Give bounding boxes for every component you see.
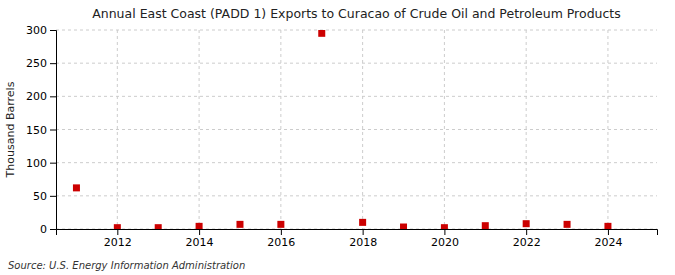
x-axis-tick-mark	[444, 229, 445, 235]
points	[73, 30, 611, 229]
x-axis-tick-label: 2020	[431, 236, 459, 249]
square-marker	[441, 224, 448, 229]
square-marker	[277, 221, 284, 228]
square-marker	[564, 221, 571, 228]
square-marker	[604, 223, 611, 229]
y-axis-tick-mark	[50, 163, 56, 164]
x-axis: 2012 2014 2016 2018 2020 2022 2024	[57, 229, 658, 249]
y-axis-tick: 50	[33, 190, 56, 203]
y-axis-tick: 250	[26, 57, 56, 70]
x-axis-tick: 2018	[349, 229, 377, 249]
y-axis-tick: 200	[26, 90, 56, 103]
square-marker	[359, 219, 366, 226]
x-axis-tick-label: 2018	[349, 236, 377, 249]
y-axis-tick-mark	[50, 96, 56, 97]
y-axis-tick-mark	[50, 30, 56, 31]
x-axis-line	[57, 230, 658, 236]
x-axis-tick-mark	[199, 229, 200, 235]
grid-line	[56, 63, 657, 64]
y-axis-tick-label: 150	[26, 124, 47, 137]
grid-line	[56, 162, 657, 163]
plot: 2012 2014 2016 2018 2020 2022 2024 0 50 100 150 200…	[26, 24, 658, 249]
y-axis-tick-mark	[50, 130, 56, 131]
x-axis-tick-mark	[281, 229, 282, 235]
square-marker	[523, 220, 530, 227]
grid-line	[199, 30, 200, 229]
y-axis-tick-label: 50	[33, 190, 47, 203]
x-axis-tick: 2014	[186, 229, 214, 249]
grid-line	[56, 129, 657, 130]
square-marker	[482, 222, 489, 229]
square-marker	[114, 224, 121, 229]
square-marker	[196, 223, 203, 229]
grid-line	[56, 30, 657, 31]
x-axis-tick-label: 2024	[594, 236, 622, 249]
x-axis-tick: 2024	[594, 229, 622, 249]
chart: 2012 2014 2016 2018 2020 2022 2024 0 50 100 150 200…	[0, 0, 675, 275]
y-axis-tick: 100	[26, 157, 56, 170]
x-axis-tick-label: 2014	[186, 236, 214, 249]
y-axis-tick: 0	[40, 223, 56, 236]
square-marker	[73, 184, 80, 191]
y-axis-tick-mark	[50, 63, 56, 64]
x-axis-tick: 2012	[104, 229, 132, 249]
y-axis-tick-label: 100	[26, 157, 47, 170]
x-axis-tick-mark	[117, 229, 118, 235]
grid	[56, 30, 657, 229]
x-axis-tick-mark	[363, 229, 364, 235]
x-axis-tick: 2016	[267, 229, 295, 249]
y-axis-tick: 300	[26, 24, 56, 37]
grid-line	[56, 96, 657, 97]
square-marker	[155, 224, 162, 229]
y-axis-tick-mark	[50, 196, 56, 197]
square-marker	[236, 221, 243, 228]
y-axis-tick-label: 0	[40, 223, 47, 236]
x-axis-tick-mark	[608, 229, 609, 235]
x-axis-tick-label: 2022	[513, 236, 541, 249]
y-axis-tick-label: 250	[26, 57, 47, 70]
x-axis-tick-mark	[526, 229, 527, 235]
y-axis-tick: 150	[26, 124, 56, 137]
x-axis-tick-label: 2016	[267, 236, 295, 249]
y-axis-line	[50, 31, 57, 230]
square-marker	[400, 224, 407, 229]
square-marker	[318, 30, 325, 37]
y-axis-title: Thousand Barrels	[4, 81, 17, 178]
x-axis-tick: 2020	[431, 229, 459, 249]
source: Source: U.S. Energy Information Administ…	[8, 260, 245, 271]
x-axis-tick-label: 2012	[104, 236, 132, 249]
y-axis: 0 50 100 150 200 250 300	[26, 24, 57, 236]
x-axis-tick: 2022	[513, 229, 541, 249]
title: Annual East Coast (PADD 1) Exports to Cu…	[92, 6, 621, 21]
grid-line	[56, 195, 657, 196]
grid-line	[444, 30, 445, 229]
y-axis-tick-mark	[50, 229, 56, 230]
y-axis-tick-label: 300	[26, 24, 47, 37]
y-axis-tick-label: 200	[26, 90, 47, 103]
